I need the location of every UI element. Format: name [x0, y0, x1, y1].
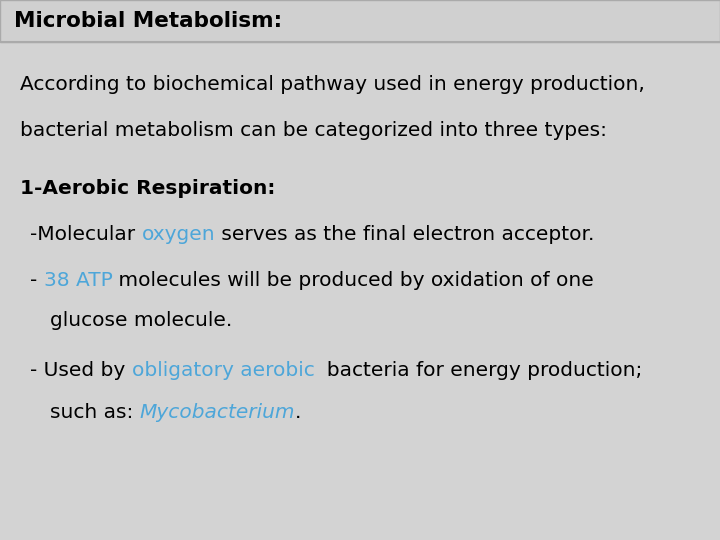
Text: serves as the final electron acceptor.: serves as the final electron acceptor. [215, 226, 595, 245]
Text: -: - [30, 271, 44, 289]
Text: Mycobacterium: Mycobacterium [140, 402, 295, 422]
Text: glucose molecule.: glucose molecule. [50, 310, 233, 329]
Bar [0, 0, 720, 42]
Text: .: . [295, 402, 302, 422]
Text: bacterial metabolism can be categorized into three types:: bacterial metabolism can be categorized … [20, 120, 607, 139]
Text: such as:: such as: [50, 402, 140, 422]
Text: oxygen: oxygen [142, 226, 215, 245]
Text: obligatory aerobic: obligatory aerobic [132, 361, 315, 380]
Text: 38 ATP: 38 ATP [44, 271, 112, 289]
Text: According to biochemical pathway used in energy production,: According to biochemical pathway used in… [20, 76, 645, 94]
Text: -Molecular: -Molecular [30, 226, 142, 245]
Text: bacteria for energy production;: bacteria for energy production; [315, 361, 643, 380]
Text: Microbial Metabolism:: Microbial Metabolism: [14, 11, 282, 31]
Text: - Used by: - Used by [30, 361, 132, 380]
Text: 1-Aerobic Respiration:: 1-Aerobic Respiration: [20, 179, 275, 198]
Text: molecules will be produced by oxidation of one: molecules will be produced by oxidation … [112, 271, 594, 289]
